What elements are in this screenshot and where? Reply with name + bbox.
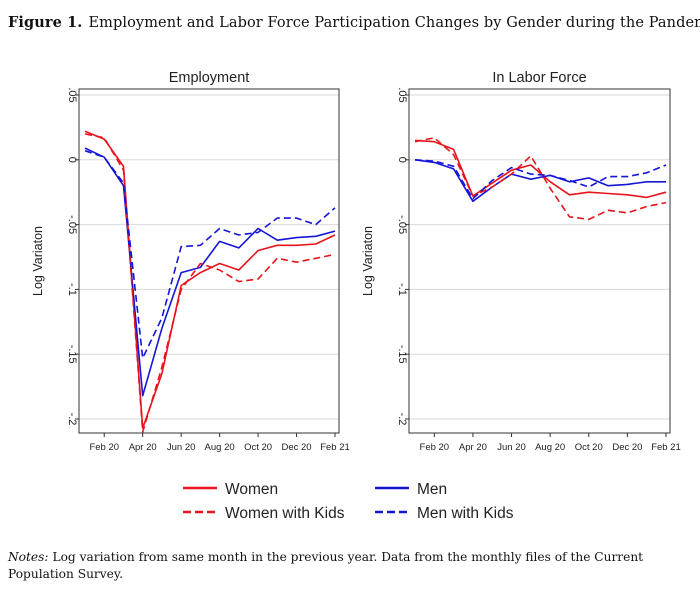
y-tick-label: -.1 [66, 283, 78, 296]
figure-label: Figure 1. [8, 14, 83, 31]
x-tick-label: Jun 20 [497, 442, 526, 453]
x-tick-label: Apr 20 [129, 442, 157, 453]
figure-title: Figure 1. Employment and Labor Force Part… [8, 14, 700, 31]
x-tick-label: Feb 20 [420, 442, 450, 453]
x-tick-label: Feb 21 [320, 442, 350, 453]
plot-frame [408, 88, 671, 434]
panel-labor-force: In Labor Force .05 0 -.05 -.1 -.15 -.2 Log Vari… [361, 70, 681, 453]
series-line-women-with-kids [414, 137, 667, 221]
figure-charts: Employment .05 0 -.05 -.1 -.15 -.2 Log Variaton… [31, 70, 681, 522]
y-axis-label: Log Variaton [361, 226, 375, 296]
x-tick-label: Apr 20 [459, 442, 487, 453]
y-tick-label: -.05 [396, 215, 408, 234]
y-axis-label: Log Variaton [31, 226, 45, 296]
y-tick-label: -.15 [66, 345, 78, 364]
x-tick-label: Jun 20 [167, 442, 196, 453]
series-line-men [84, 147, 336, 397]
y-tick-label: .05 [396, 87, 408, 102]
series-line-men [414, 159, 666, 203]
legend-label-women-with-kids: Women with Kids [225, 505, 345, 522]
y-tick-label: -.1 [396, 283, 408, 296]
y-tick-label: -.2 [66, 413, 78, 426]
x-tick-label: Oct 20 [575, 442, 603, 453]
y-tick-label: -.15 [396, 345, 408, 364]
x-tick-label: Aug 20 [535, 442, 565, 453]
panel-title: Employment [169, 70, 250, 86]
x-tick-label: Feb 20 [89, 442, 119, 453]
x-tick-label: Dec 20 [612, 442, 642, 453]
y-tick-label: 0 [396, 157, 408, 163]
series-line-women [84, 130, 336, 429]
notes-text: Log variation from same month in the pre… [8, 550, 644, 581]
x-tick-label: Feb 21 [651, 442, 681, 453]
series-line-men-with-kids [414, 159, 667, 200]
figure-title-text: Employment and Labor Force Participation… [88, 15, 700, 31]
series-line-men-with-kids [84, 149, 336, 359]
figure-notes: Notes: Log variation from same month in t… [8, 549, 693, 583]
x-tick-label: Dec 20 [281, 442, 311, 453]
y-tick-label: -.2 [396, 413, 408, 426]
panel-employment: Employment .05 0 -.05 -.1 -.15 -.2 Log Variaton… [31, 70, 350, 453]
legend-label-men: Men [417, 481, 447, 498]
y-tick-label: 0 [66, 157, 78, 163]
notes-label: Notes: [8, 550, 49, 564]
x-tick-label: Aug 20 [205, 442, 235, 453]
x-tick-label: Oct 20 [244, 442, 272, 453]
y-tick-label: -.05 [66, 215, 78, 234]
panel-title: In Labor Force [492, 70, 586, 86]
series-line-women-with-kids [84, 133, 336, 433]
plot-frame [78, 88, 340, 434]
legend: Women Men Women with Kids Men with Kids [183, 481, 514, 522]
legend-label-men-with-kids: Men with Kids [417, 505, 514, 522]
y-tick-label: .05 [66, 87, 78, 102]
legend-label-women: Women [225, 481, 278, 498]
